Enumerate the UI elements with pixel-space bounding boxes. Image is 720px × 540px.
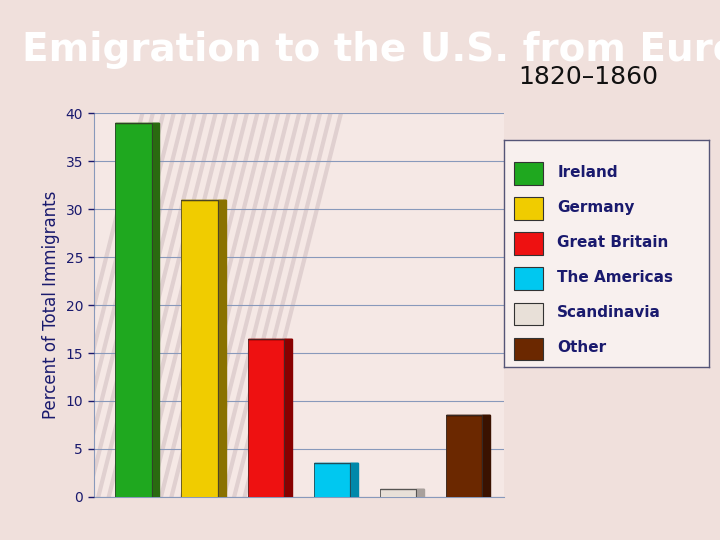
- Bar: [514, 302, 543, 325]
- Polygon shape: [151, 123, 159, 497]
- Polygon shape: [217, 200, 225, 497]
- Polygon shape: [284, 339, 292, 497]
- Text: 1820–1860: 1820–1860: [518, 65, 658, 89]
- Bar: [514, 267, 543, 290]
- Bar: [181, 200, 217, 497]
- Y-axis label: Percent of Total Immigrants: Percent of Total Immigrants: [42, 191, 60, 419]
- Bar: [514, 232, 543, 255]
- Bar: [446, 415, 482, 497]
- Bar: [380, 489, 416, 497]
- Polygon shape: [416, 489, 424, 497]
- Bar: [314, 463, 350, 497]
- Text: Emigration to the U.S. from Europe: Emigration to the U.S. from Europe: [22, 31, 720, 69]
- Bar: [115, 123, 151, 497]
- Bar: [514, 162, 543, 185]
- Text: Other: Other: [557, 340, 606, 355]
- Polygon shape: [350, 463, 358, 497]
- Polygon shape: [482, 415, 490, 497]
- Text: Great Britain: Great Britain: [557, 235, 669, 250]
- Text: Scandinavia: Scandinavia: [557, 305, 661, 320]
- Bar: [514, 197, 543, 220]
- Text: Ireland: Ireland: [557, 165, 618, 180]
- Bar: [248, 339, 284, 497]
- Text: The Americas: The Americas: [557, 270, 673, 285]
- Bar: [514, 338, 543, 360]
- Text: Germany: Germany: [557, 200, 635, 215]
